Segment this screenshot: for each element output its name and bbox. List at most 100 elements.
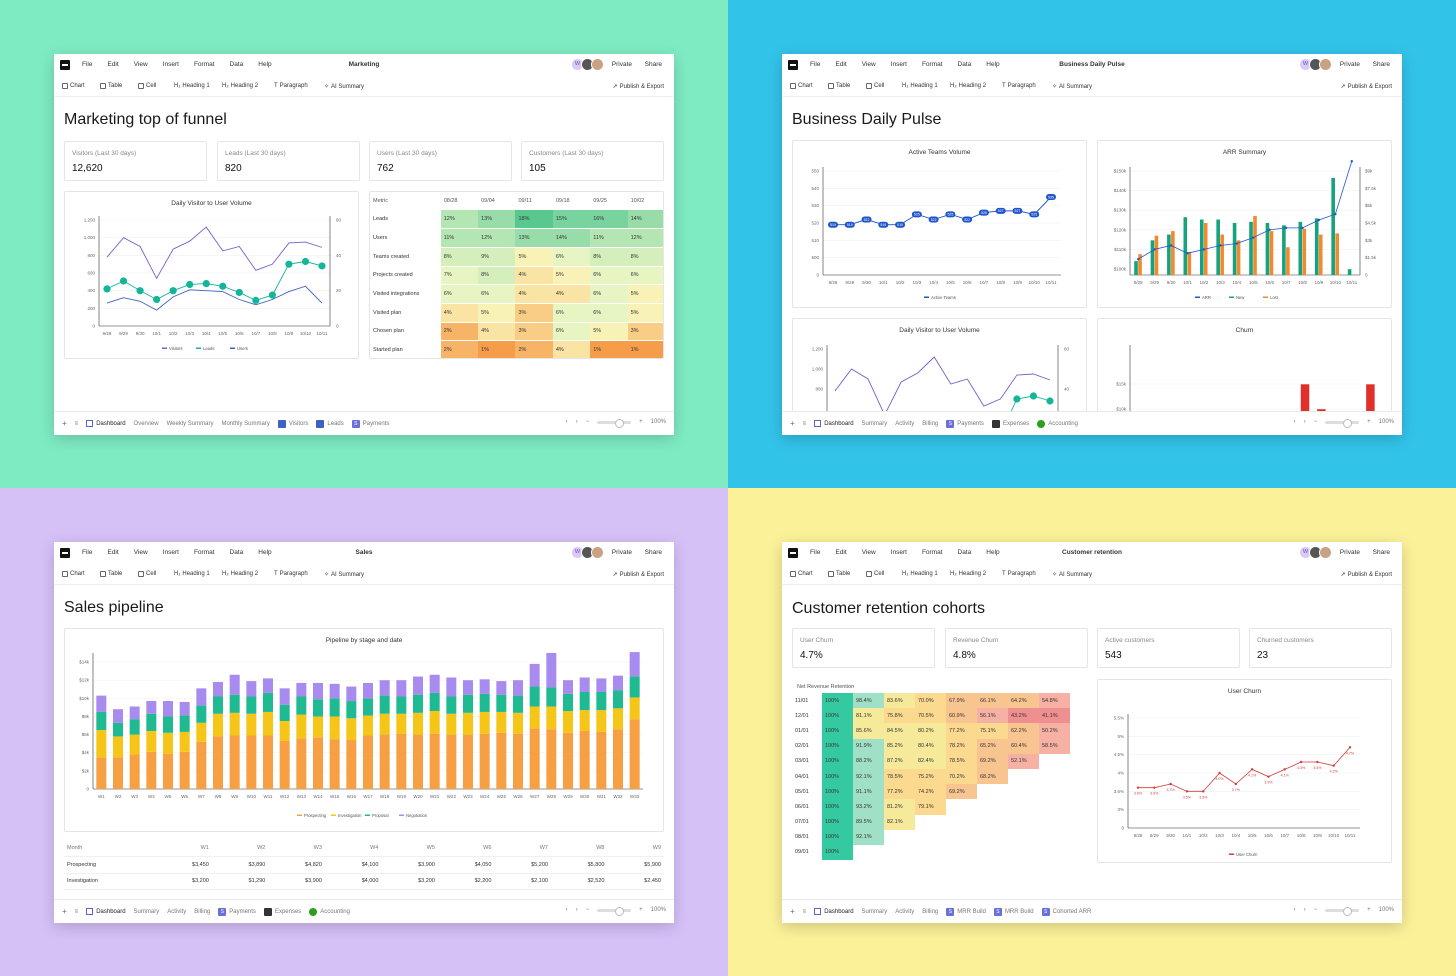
table-cell[interactable]: 8% <box>627 247 663 267</box>
tab-payments[interactable]: S Payments <box>946 419 984 428</box>
table-row[interactable]: Started plan 2% 1% 2% 4% 1% 1% <box>370 340 663 358</box>
menu-data[interactable]: Data <box>957 549 972 556</box>
table-cell[interactable]: $2,450 <box>607 873 664 890</box>
zoom-out-icon[interactable]: − <box>585 419 590 425</box>
app-logo-icon[interactable] <box>60 60 70 70</box>
menu-edit[interactable]: Edit <box>835 61 847 68</box>
column-header[interactable]: Month <box>64 840 156 857</box>
cohort-cell[interactable]: 66.1% <box>977 693 1008 709</box>
cohort-cell[interactable]: 81.1% <box>853 708 884 724</box>
menu-format[interactable]: Format <box>193 549 215 556</box>
ai-summary-button[interactable]: ✧ AI Summary <box>1052 83 1092 91</box>
cohort-cell[interactable]: 100% <box>822 723 853 739</box>
cohort-cell[interactable]: 100% <box>822 829 853 845</box>
menu-view[interactable]: View <box>133 549 148 556</box>
cohort-row[interactable]: 05/01 100% 91.1% 77.2% 74.2% 69.2% <box>792 784 1070 800</box>
table-cell[interactable]: $4,820 <box>268 856 325 874</box>
cohort-cell[interactable]: 77.2% <box>946 723 977 739</box>
cohort-cell[interactable]: 65.2% <box>977 738 1008 754</box>
table-row[interactable]: Projects created 7% 8% 4% 5% 6% 6% <box>370 266 663 286</box>
tab-cohorted-arr[interactable]: S Cohorted ARR <box>1041 907 1091 916</box>
tab-activity[interactable]: Activity <box>895 908 915 915</box>
share-button[interactable]: Share <box>644 549 662 556</box>
cohort-cell[interactable]: 64.2% <box>1008 693 1039 709</box>
insert-chart-button[interactable]: Chart <box>790 83 813 89</box>
cohort-cell[interactable]: 50.2% <box>1039 723 1070 739</box>
cohort-cell[interactable]: 56.1% <box>977 708 1008 724</box>
next-icon[interactable]: › <box>1303 419 1306 425</box>
menu-format[interactable]: Format <box>921 61 943 68</box>
heading1-button[interactable]: H₁ Heading 1 <box>174 83 210 89</box>
table-cell[interactable]: $4,100 <box>324 856 382 874</box>
table-cell[interactable]: 11% <box>590 228 628 248</box>
zoom-in-icon[interactable]: + <box>1367 419 1371 425</box>
tab-activity[interactable]: Activity <box>167 908 187 915</box>
menu-file[interactable]: File <box>82 61 93 68</box>
column-header[interactable]: W9 <box>607 840 664 857</box>
cohort-cell[interactable]: 78.5% <box>946 753 977 769</box>
table-cell[interactable]: 2% <box>440 322 479 342</box>
paragraph-button[interactable]: T Paragraph <box>274 83 308 89</box>
column-header[interactable]: W7 <box>494 840 551 857</box>
add-sheet-icon[interactable]: + <box>790 419 795 428</box>
collaborators[interactable]: W <box>1299 58 1332 71</box>
metric-label[interactable]: Projects created <box>370 266 441 286</box>
cohort-cell[interactable]: 68.2% <box>977 768 1008 785</box>
app-logo-icon[interactable] <box>60 548 70 558</box>
cohort-cell[interactable]: 100% <box>822 708 853 724</box>
table-cell[interactable]: $4,000 <box>324 873 382 890</box>
table-cell[interactable]: 4% <box>515 284 553 304</box>
tab-weekly-summary[interactable]: Weekly Summary <box>166 420 214 427</box>
ai-summary-button[interactable]: ✧ AI Summary <box>324 571 364 579</box>
table-cell[interactable]: 1% <box>478 340 516 358</box>
table-cell[interactable]: 8% <box>590 247 628 267</box>
share-button[interactable]: Share <box>1372 549 1390 556</box>
table-cell[interactable]: 8% <box>440 247 479 267</box>
table-cell[interactable]: $5,200 <box>494 856 551 874</box>
cohort-cell[interactable]: 77.2% <box>884 784 915 800</box>
zoom-slider[interactable] <box>597 418 632 428</box>
cohort-cell[interactable]: 100% <box>822 784 853 800</box>
publish-export-button[interactable]: ➚ Publish & Export <box>1341 571 1392 579</box>
cohort-row[interactable]: 11/01 100% 98.4% 83.6% 70.0% 67.9% 66.1% 64.2% 5… <box>792 693 1070 709</box>
cohort-cell[interactable]: 81.2% <box>884 799 915 815</box>
zoom-slider[interactable] <box>1325 418 1360 428</box>
table-cell[interactable]: 12% <box>627 228 663 248</box>
table-cell[interactable]: 6% <box>590 284 628 304</box>
cohort-label[interactable]: 11/01 <box>795 697 809 704</box>
cohort-label[interactable]: 08/01 <box>795 834 809 841</box>
tab-dashboard[interactable]: Dashboard <box>814 420 854 427</box>
column-header[interactable]: 09/25 <box>593 198 607 204</box>
menu-data[interactable]: Data <box>229 61 244 68</box>
chart-card[interactable]: Pipeline by stage and date 0 $2k $4k $6k $8k… <box>64 628 664 832</box>
column-header[interactable]: W5 <box>381 840 438 857</box>
menu-format[interactable]: Format <box>193 61 215 68</box>
menu-edit[interactable]: Edit <box>835 549 847 556</box>
prev-icon[interactable]: ‹ <box>565 419 568 425</box>
cohort-cell[interactable]: 100% <box>822 693 853 709</box>
menu-file[interactable]: File <box>810 61 821 68</box>
cohort-cell[interactable]: 70.5% <box>915 708 946 724</box>
prev-icon[interactable]: ‹ <box>1293 419 1296 425</box>
cohort-row[interactable]: 09/01 100% <box>792 844 1070 861</box>
table-cell[interactable]: 1% <box>590 340 628 358</box>
column-header[interactable]: 09/04 <box>481 198 495 204</box>
cohort-row[interactable]: 02/01 100% 91.9% 85.2% 80.4% 78.2% 65.2% 60.4% 5… <box>792 738 1070 754</box>
metric-label[interactable]: Users <box>370 228 441 248</box>
cohort-row[interactable]: 03/01 100% 88.2% 87.2% 82.4% 78.5% 69.2% 52.1% <box>792 753 1070 769</box>
table-cell[interactable]: 5% <box>627 303 663 323</box>
cohort-row[interactable]: 04/01 100% 92.1% 78.5% 75.2% 70.2% 68.2% <box>792 768 1070 785</box>
table-cell[interactable]: $3,900 <box>381 856 438 874</box>
cohort-row[interactable]: 06/01 100% 93.2% 81.2% 79.1% <box>792 799 1070 815</box>
cohort-row[interactable]: 08/01 100% 92.1% <box>792 829 1070 845</box>
tab-billing[interactable]: Billing <box>922 908 939 915</box>
column-header[interactable]: W8 <box>550 840 608 857</box>
table-row[interactable]: Visited integrations 6% 6% 4% 4% 6% 5% <box>370 284 663 304</box>
cohort-cell[interactable]: 98.4% <box>853 693 884 709</box>
table-cell[interactable]: 3% <box>627 322 663 342</box>
table-cell[interactable]: 6% <box>552 247 591 267</box>
cohort-label[interactable]: 09/01 <box>795 849 809 856</box>
metric-label[interactable]: Chosen plan <box>370 322 441 342</box>
table-cell[interactable]: 6% <box>478 284 516 304</box>
cohort-cell[interactable]: 92.1% <box>853 829 884 845</box>
